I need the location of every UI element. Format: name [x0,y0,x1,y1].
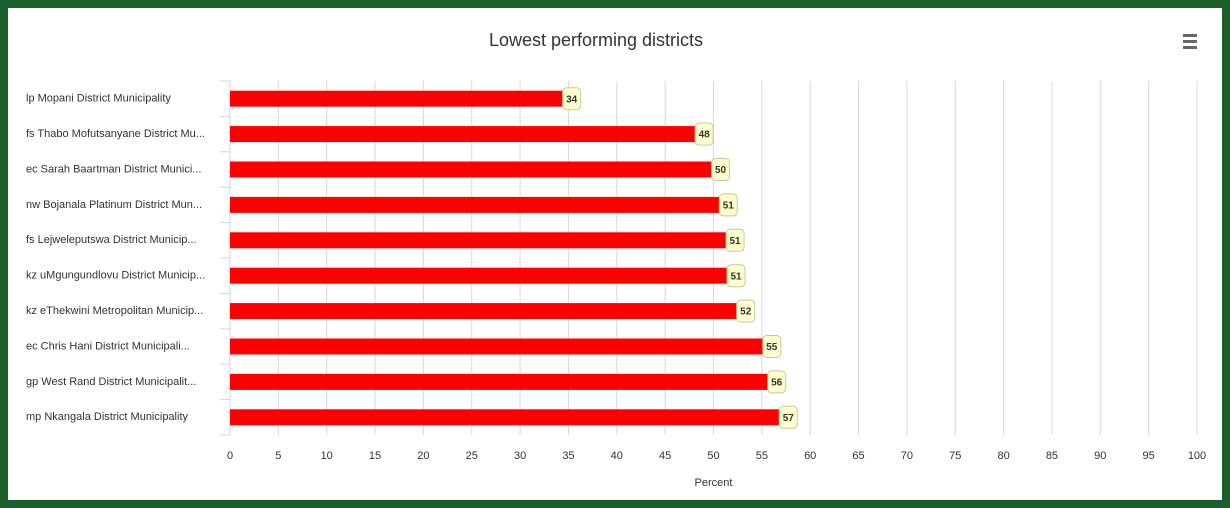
bar [230,161,712,178]
x-axis-title: Percent [695,477,733,489]
menu-button[interactable] [1183,34,1197,49]
data-label: 50 [711,158,731,181]
y-tick-label: gp West Rand District Municipalit... [26,376,196,388]
y-tick-label: nw Bojanala Platinum District Mun... [26,199,202,211]
x-tick-label: 65 [852,450,864,462]
data-label: 34 [562,87,582,111]
data-label-box [725,228,745,252]
bar [230,338,763,355]
data-label-box [694,122,714,146]
y-tick-label: kz eThekwini Metropolitan Municip... [26,305,203,317]
y-tick-label: ec Sarah Baartman District Munici... [26,163,201,175]
y-tick-label: fs Thabo Mofutsanyane District Mu... [26,128,205,140]
x-tick-label: 15 [369,450,381,462]
x-tick-label: 40 [611,450,623,462]
x-tick-label: 45 [659,450,671,462]
data-label: 57 [778,405,798,429]
bar [230,267,728,284]
bar [230,303,737,320]
data-label-text: 51 [730,271,742,282]
data-label-text: 56 [771,378,783,389]
y-tick-label: kz uMgungundlovu District Municip... [26,270,205,282]
data-label-text: 51 [723,201,735,212]
x-tick-label: 50 [707,450,719,462]
data-label-box [726,264,746,288]
data-label-box [762,335,782,358]
data-label-text: 57 [783,413,795,424]
data-label-text: 48 [699,130,711,141]
x-tick-label: 30 [514,450,526,462]
x-tick-label: 20 [417,450,429,462]
y-tick-label: mp Nkangala District Municipality [26,411,188,423]
data-label-text: 34 [566,94,578,105]
x-tick-label: 0 [227,450,233,462]
menu-line [1183,40,1197,43]
x-tick-label: 25 [466,450,478,462]
x-tick-label: 80 [997,450,1009,462]
bar [230,196,720,213]
x-tick-label: 85 [1046,450,1058,462]
data-label-text: 51 [730,236,742,247]
data-label-box [711,158,731,181]
menu-line [1183,34,1197,37]
data-label: 48 [694,122,714,146]
menu-line [1183,46,1197,49]
data-label-box [562,87,582,111]
x-tick-label: 70 [901,450,913,462]
y-tick-label: fs Lejweleputswa District Municip... [26,234,197,246]
bar [230,126,696,143]
data-label: 51 [725,228,745,252]
data-label: 51 [718,193,738,217]
data-label-box [778,405,798,429]
data-label-box [718,193,738,217]
x-tick-label: 75 [949,450,961,462]
y-tick-label: ec Chris Hani District Municipali... [26,340,190,352]
x-tick-label: 95 [1143,450,1155,462]
x-tick-label: 55 [756,450,768,462]
data-label-box [767,370,787,394]
x-tick-label: 35 [562,450,574,462]
x-tick-label: 10 [321,450,333,462]
bar [230,90,563,107]
data-label-text: 50 [715,165,727,176]
data-label: 51 [726,264,746,288]
chart-title: Lowest performing districts [489,30,703,50]
x-tick-label: 5 [275,450,281,462]
data-label-text: 55 [766,342,778,353]
y-tick-label: lp Mopani District Municipality [26,93,171,105]
x-tick-label: 60 [804,450,816,462]
bar [230,409,780,426]
x-tick-label: 90 [1094,450,1106,462]
data-label: 52 [736,299,756,323]
data-label-box [736,299,756,323]
data-label-text: 52 [740,307,752,318]
bar [230,232,727,249]
data-label: 55 [762,335,782,358]
data-label: 56 [767,370,787,394]
x-tick-label: 100 [1188,450,1206,462]
bar [230,373,768,390]
